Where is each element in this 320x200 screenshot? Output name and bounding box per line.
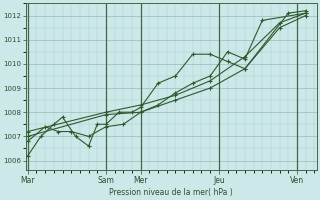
X-axis label: Pression niveau de la mer( hPa ): Pression niveau de la mer( hPa ) xyxy=(109,188,233,197)
